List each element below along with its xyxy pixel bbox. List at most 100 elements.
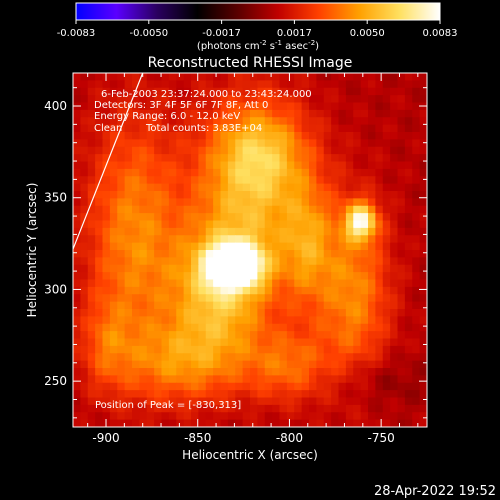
heatmap-cell <box>109 338 118 347</box>
heatmap-cell <box>198 368 207 376</box>
heatmap-cell <box>279 323 288 332</box>
heatmap-cell <box>102 368 111 376</box>
colorbar-tick-label: 0.0017 <box>277 28 312 39</box>
heatmap-cell <box>124 353 133 362</box>
heatmap-cell <box>124 73 133 81</box>
heatmap-cell <box>353 404 362 413</box>
heatmap-cell <box>227 191 236 199</box>
heatmap-cell <box>139 368 148 376</box>
heatmap-cell <box>73 301 81 310</box>
heatmap-cell <box>419 161 427 170</box>
heatmap-cell <box>301 360 310 369</box>
heatmap-cell <box>250 390 258 399</box>
heatmap-cell <box>227 301 236 310</box>
heatmap-cell <box>272 397 281 406</box>
heatmap-cell <box>279 375 288 384</box>
heatmap-cell <box>397 338 406 347</box>
heatmap-cell <box>198 360 207 369</box>
heatmap-cell <box>382 205 391 214</box>
heatmap-cell <box>382 294 391 303</box>
heatmap-cell <box>183 382 192 391</box>
colorbar-tick-label: -0.0050 <box>129 28 168 39</box>
heatmap-cell <box>390 397 399 406</box>
heatmap-cell <box>191 323 199 332</box>
heatmap-cell <box>146 272 155 281</box>
heatmap-cell <box>338 102 347 111</box>
heatmap-cell <box>124 80 133 89</box>
heatmap-cell <box>124 382 133 391</box>
heatmap-cell <box>242 146 251 155</box>
heatmap-cell <box>95 331 104 340</box>
heatmap-cell <box>404 397 413 406</box>
heatmap-cell <box>338 368 347 376</box>
heatmap-cell <box>404 345 413 354</box>
heatmap-cell <box>382 117 391 126</box>
heatmap-cell <box>301 412 310 421</box>
heatmap-cell <box>87 176 96 185</box>
heatmap-cell <box>264 250 273 258</box>
heatmap-cell <box>102 272 111 281</box>
heatmap-cell <box>109 375 118 384</box>
heatmap-cell <box>412 168 421 177</box>
heatmap-cell <box>124 220 133 229</box>
heatmap-cell <box>397 294 406 303</box>
heatmap-cell <box>80 220 89 229</box>
heatmap-cell <box>198 154 207 163</box>
heatmap-cell <box>368 309 376 317</box>
heatmap-cell <box>161 331 170 340</box>
heatmap-cell <box>419 345 427 354</box>
heatmap-cell <box>345 345 354 354</box>
heatmap-cell <box>109 87 118 96</box>
heatmap-cell <box>331 198 340 207</box>
heatmap-cell <box>257 87 266 96</box>
heatmap-cell <box>242 323 251 332</box>
heatmap-cell <box>235 109 244 118</box>
heatmap-cell <box>264 176 273 185</box>
heatmap-cell <box>227 316 236 325</box>
heatmap-cell <box>360 264 369 273</box>
heatmap-cell <box>368 316 376 325</box>
heatmap-cell <box>213 323 222 332</box>
heatmap-cell <box>198 338 207 347</box>
heatmap-cell <box>168 73 177 81</box>
heatmap-cell <box>353 102 362 111</box>
heatmap-cell <box>183 227 192 236</box>
heatmap-cell <box>301 154 310 163</box>
heatmap-cell <box>161 316 170 325</box>
heatmap-cell <box>257 250 266 258</box>
heatmap-cell <box>331 117 340 126</box>
heatmap-cell <box>338 272 347 281</box>
heatmap-cell <box>124 235 133 244</box>
heatmap-cell <box>257 404 266 413</box>
heatmap-cell <box>109 102 118 111</box>
heatmap-cell <box>213 404 222 413</box>
heatmap-cell <box>191 117 199 126</box>
heatmap-cell <box>257 146 266 155</box>
heatmap-cell <box>382 183 391 192</box>
heatmap-cell <box>220 154 229 163</box>
heatmap-cell <box>235 102 244 111</box>
heatmap-cell <box>382 390 391 399</box>
heatmap-cell <box>316 117 325 126</box>
heatmap-cell <box>139 117 148 126</box>
heatmap-cell <box>87 146 96 155</box>
heatmap-cell <box>73 412 81 421</box>
heatmap-cell <box>235 161 244 170</box>
x-tick-label: -900 <box>92 431 119 445</box>
heatmap-cell <box>191 154 199 163</box>
heatmap-cell <box>205 176 214 185</box>
heatmap-cell <box>257 168 266 177</box>
heatmap-cell <box>183 109 192 118</box>
heatmap-cell <box>294 331 303 340</box>
heatmap-cell <box>168 102 177 111</box>
heatmap-cell <box>161 95 170 104</box>
heatmap-cell <box>198 95 207 104</box>
heatmap-cell <box>132 382 140 391</box>
heatmap-cell <box>235 397 244 406</box>
heatmap-cell <box>412 227 421 236</box>
heatmap-cell <box>80 338 89 347</box>
heatmap-cell <box>80 191 89 199</box>
heatmap-cell <box>264 316 273 325</box>
heatmap-cell <box>80 404 89 413</box>
heatmap-cell <box>309 264 317 273</box>
